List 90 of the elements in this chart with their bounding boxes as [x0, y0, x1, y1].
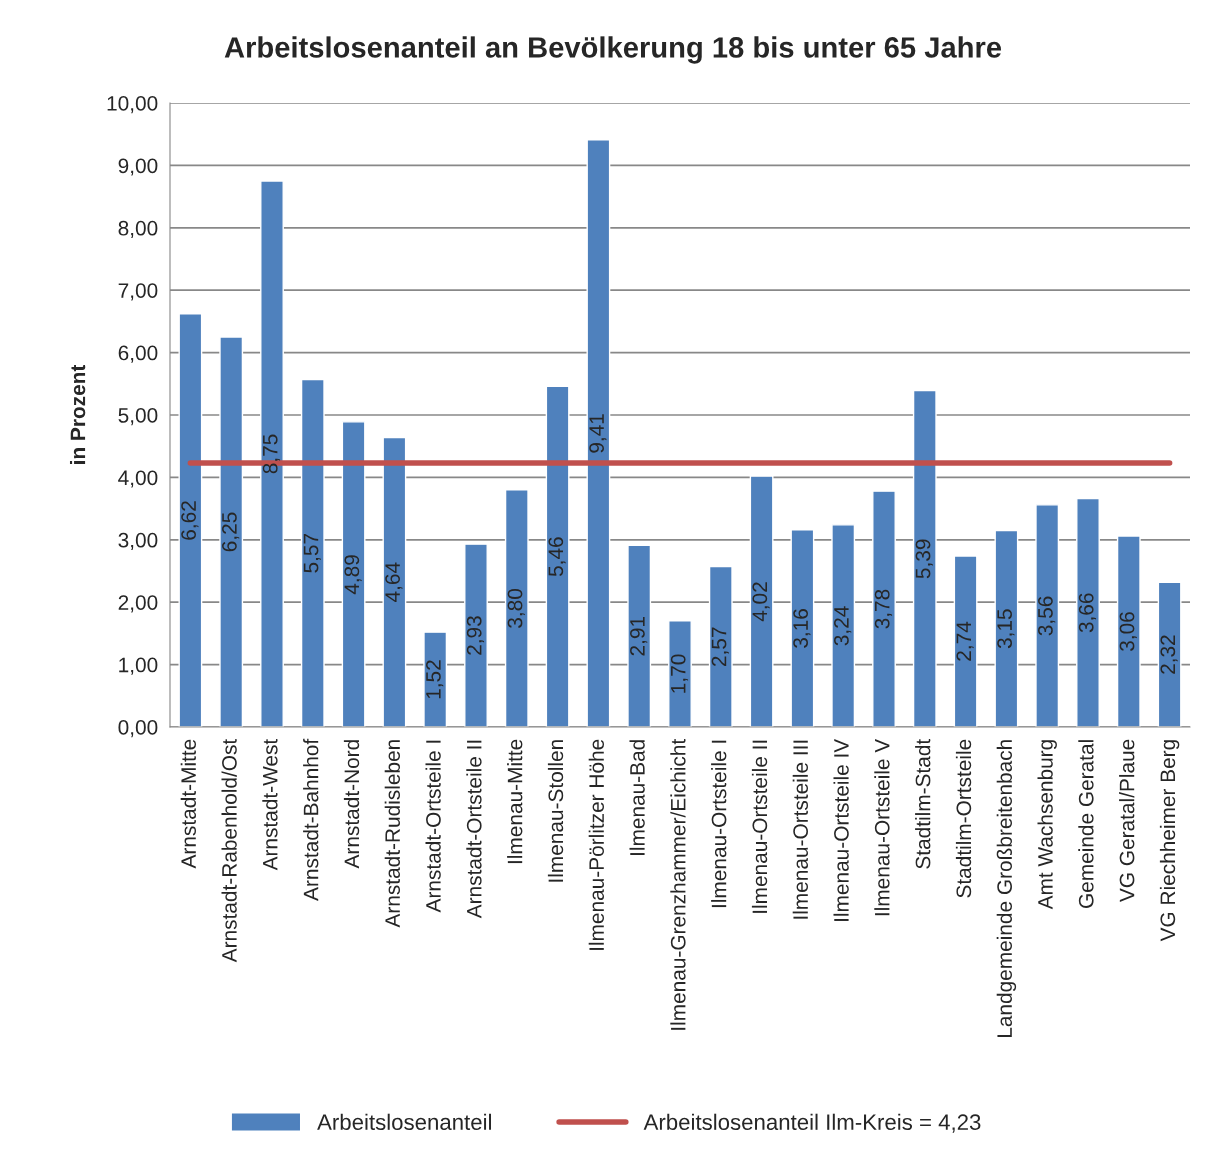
- y-tick-label: 4,00: [118, 470, 158, 488]
- x-tick-label: Stadtilm-Stadt: [915, 738, 931, 869]
- x-tick-label: Stadtilm-Ortsteile: [955, 739, 972, 898]
- data-label: 3,80: [507, 588, 525, 628]
- y-tick-label: 5,00: [118, 408, 158, 426]
- x-tick-label: Ilmenau-Ortsteile V: [874, 738, 890, 916]
- data-label: 2,91: [630, 616, 648, 656]
- data-label: 3,66: [1078, 593, 1097, 633]
- data-label: 3,06: [1119, 612, 1137, 652]
- data-label: 6,62: [181, 501, 199, 540]
- data-label: 3,56: [1038, 596, 1056, 636]
- data-label: 5,57: [303, 533, 321, 573]
- data-label: 3,24: [834, 606, 852, 646]
- data-label: 2,57: [711, 627, 729, 667]
- bar: [627, 544, 652, 727]
- y-tick-label: 8,00: [118, 220, 158, 239]
- x-tick-label: Amt Wachsenburg: [1037, 740, 1057, 910]
- legend-label: Arbeitslosenanteil: [317, 1113, 491, 1131]
- y-axis-title: in Prozent: [69, 364, 86, 464]
- x-tick-label: Ilmenau-Ortsteile II: [751, 740, 768, 913]
- data-label: 3,78: [874, 589, 893, 629]
- bar: [1076, 497, 1100, 727]
- bar: [260, 180, 284, 727]
- bar: [749, 475, 774, 727]
- chart-title: Arbeitslosenanteil an Bevölkerung 18 bis unter 65 Jahre: [224, 36, 1002, 64]
- data-label: 2,93: [466, 616, 485, 655]
- data-label: 4,02: [752, 582, 770, 622]
- x-tick-label: Gemeinde Geratal: [1078, 740, 1094, 908]
- x-tick-label: Arnstadt-Mitte: [180, 739, 196, 869]
- data-label: 5,39: [915, 539, 933, 579]
- bar: [219, 336, 244, 727]
- data-label: 2,32: [1160, 635, 1178, 674]
- legend-label: Arbeitslosenanteil Ilm-Kreis = 4,23: [643, 1113, 981, 1133]
- bar: [994, 529, 1019, 727]
- y-tick-label: 7,00: [118, 283, 158, 301]
- data-label: 5,46: [548, 537, 566, 577]
- bar: [790, 529, 815, 727]
- x-tick-label: Arnstadt-Ortsteile I: [425, 740, 441, 913]
- x-tick-label: Ilmenau-Ortsteile III: [792, 740, 808, 919]
- x-tick-label: Arnstadt-West: [262, 738, 278, 871]
- y-tick-label: 10,00: [107, 96, 158, 114]
- bar: [708, 565, 733, 727]
- data-label: 6,25: [222, 512, 240, 552]
- bar: [586, 139, 611, 727]
- data-label: 8,75: [262, 434, 281, 474]
- data-label: 3,15: [997, 609, 1015, 649]
- y-tick-label: 6,00: [118, 345, 158, 363]
- bar: [1035, 504, 1060, 727]
- y-tick-label: 3,00: [118, 532, 158, 551]
- x-tick-label: Arnstadt-Rabenhold/Ost: [221, 738, 237, 963]
- bar: [545, 385, 570, 727]
- x-tick-label: Arnstadt-Ortsteile II: [466, 740, 482, 919]
- x-tick-label: Ilmenau-Ortsteile IV: [833, 738, 849, 921]
- y-tick-label: 9,00: [118, 158, 158, 176]
- bar: [341, 421, 366, 727]
- data-label: 4,64: [385, 562, 403, 603]
- data-label: 9,41: [589, 414, 607, 453]
- x-tick-label: Ilmenau-Ortsteile I: [711, 740, 727, 908]
- x-tick-label: VG Riechheimer Berg: [1159, 740, 1180, 942]
- bar: [382, 436, 407, 727]
- bar: [504, 489, 529, 727]
- bar: [1116, 535, 1141, 727]
- x-tick-label: Ilmenau-Stollen: [547, 740, 564, 882]
- x-tick-label: Landgemeinde Großbreitenbach: [996, 740, 1017, 1038]
- data-label: 4,89: [344, 555, 362, 595]
- y-tick-label: 2,00: [118, 595, 158, 613]
- bar: [464, 543, 488, 727]
- bar: [300, 378, 325, 727]
- data-label: 2,74: [956, 621, 974, 661]
- bar: [872, 490, 896, 727]
- bar: [178, 313, 203, 727]
- data-label: 3,16: [793, 609, 811, 648]
- x-tick-label: Ilmenau-Pörlitzer Höhe: [588, 739, 604, 950]
- x-tick-label: VG Geratal/Plaue: [1119, 739, 1135, 902]
- x-tick-label: Arnstadt-Nord: [343, 740, 360, 869]
- x-tick-label: Ilmenau-Bad: [629, 740, 645, 855]
- x-tick-label: Ilmenau-Mitte: [507, 739, 523, 864]
- x-tick-label: Arnstadt-Bahnhof: [303, 738, 319, 901]
- y-tick-label: 0,00: [118, 720, 158, 738]
- bar: [831, 524, 856, 727]
- bar: [912, 389, 937, 727]
- x-tick-label: Ilmenau-Grenzhammer/Eichicht: [670, 738, 686, 1030]
- y-tick-label: 1,00: [119, 657, 158, 675]
- data-label: 1,52: [426, 660, 444, 699]
- bar: [668, 620, 692, 727]
- x-tick-label: Arnstadt-Rudisleben: [384, 740, 400, 928]
- data-label: 1,70: [670, 654, 689, 693]
- bar: [1157, 581, 1182, 727]
- bar: [423, 631, 448, 727]
- bar: [953, 555, 978, 727]
